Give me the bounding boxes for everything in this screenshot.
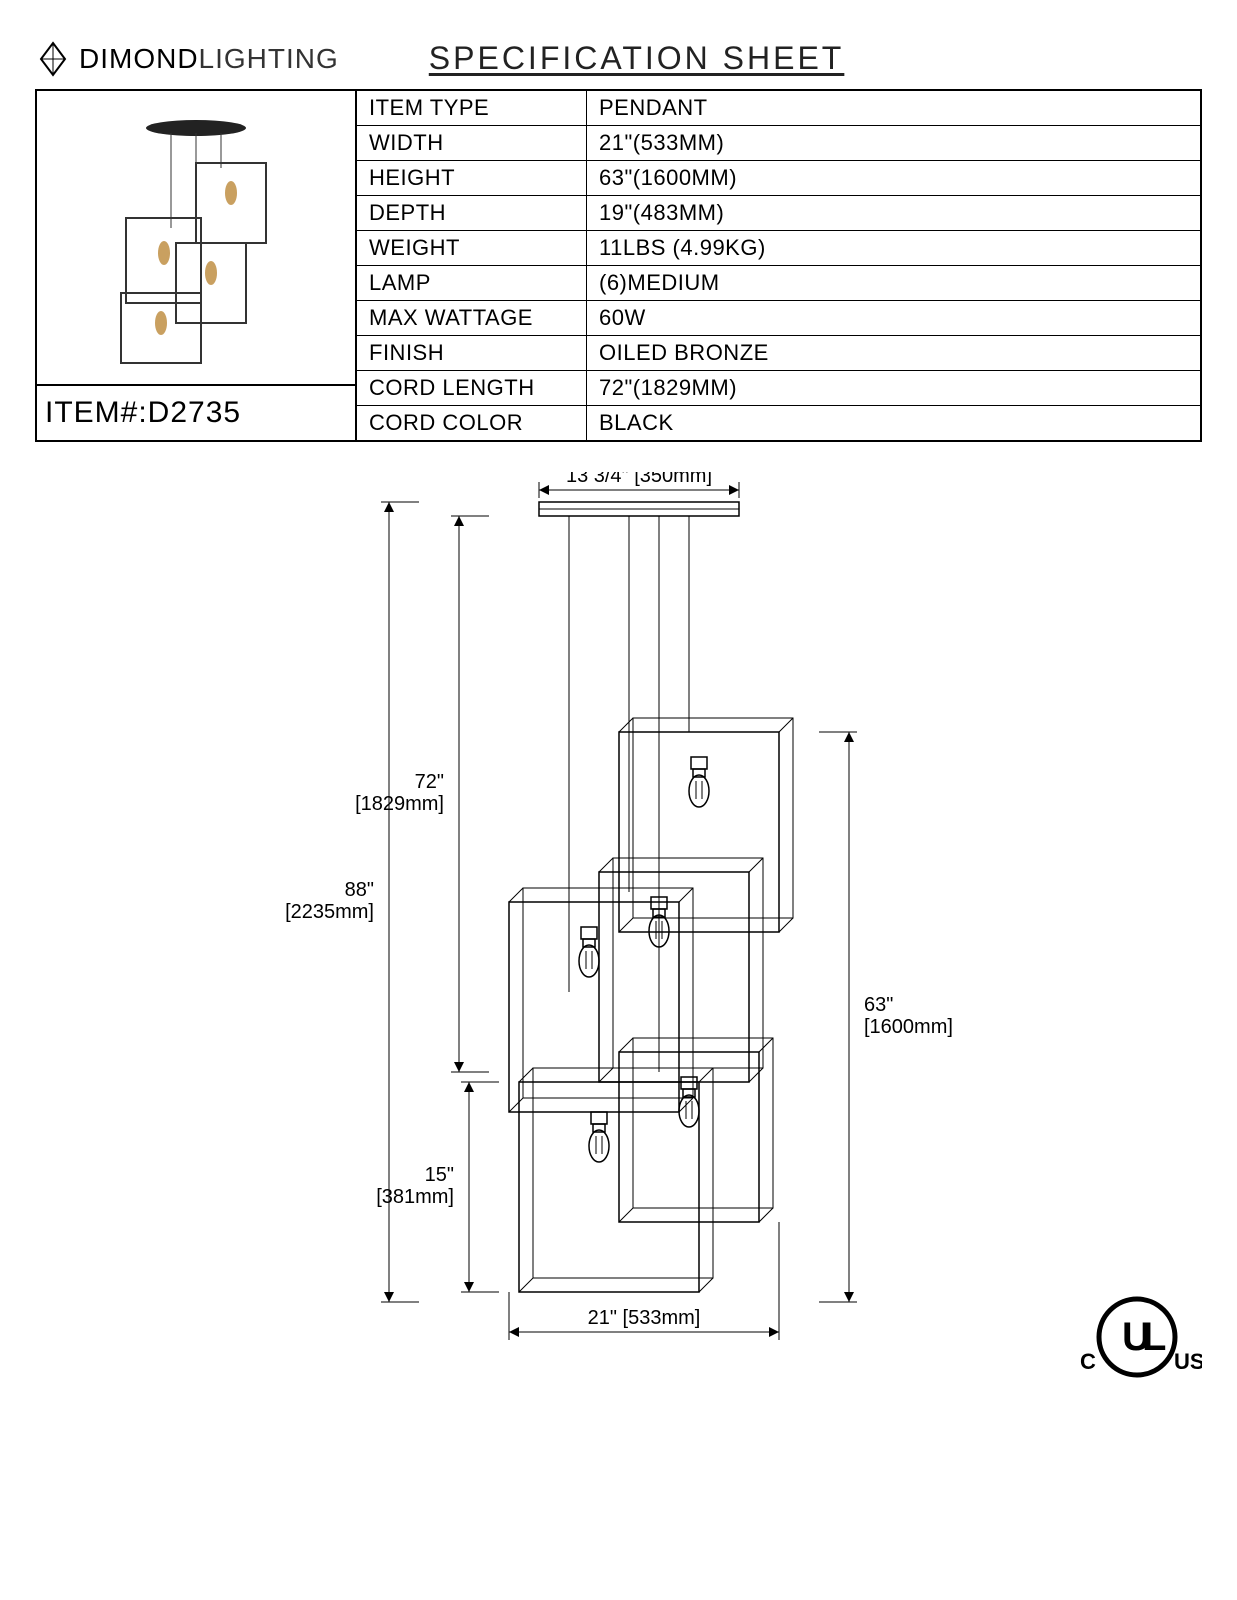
spec-value: OILED BRONZE (587, 336, 1200, 370)
technical-drawing: 88"[2235mm] 72"[1829mm] 63"[1600mm] 15"[381… (159, 472, 1079, 1392)
spec-label: CORD COLOR (357, 406, 587, 440)
spec-label: WEIGHT (357, 231, 587, 265)
spec-value: (6)MEDIUM (587, 266, 1200, 300)
sheet-title: SPECIFICATION SHEET (429, 40, 845, 77)
svg-text:72": 72" (414, 771, 443, 793)
diamond-icon (35, 41, 71, 77)
spec-label: CORD LENGTH (357, 371, 587, 405)
spec-label: WIDTH (357, 126, 587, 160)
svg-text:88": 88" (344, 879, 373, 901)
spec-value: 63"(1600MM) (587, 161, 1200, 195)
image-column: ITEM#:D2735 (37, 91, 357, 440)
item-number: ITEM#:D2735 (37, 386, 355, 440)
spec-value: 19"(483MM) (587, 196, 1200, 230)
svg-text:L: L (1142, 1315, 1166, 1359)
svg-text:21" [533mm]: 21" [533mm] (587, 1307, 700, 1329)
svg-text:[1829mm]: [1829mm] (355, 793, 444, 815)
spec-value: 11LBS (4.99KG) (587, 231, 1200, 265)
svg-text:[381mm]: [381mm] (376, 1186, 454, 1208)
spec-row: CORD LENGTH72"(1829MM) (357, 371, 1200, 406)
spec-label: ITEM TYPE (357, 91, 587, 125)
svg-text:[1600mm]: [1600mm] (864, 1016, 953, 1038)
spec-value: 21"(533MM) (587, 126, 1200, 160)
svg-text:63": 63" (864, 994, 893, 1016)
spec-value: PENDANT (587, 91, 1200, 125)
spec-row: DEPTH19"(483MM) (357, 196, 1200, 231)
brand-logo: DIMONDLIGHTING (35, 41, 339, 77)
svg-text:[2235mm]: [2235mm] (285, 901, 374, 923)
brand-first: DIMOND (79, 43, 199, 74)
brand-second: LIGHTING (199, 43, 339, 74)
spec-row: MAX WATTAGE60W (357, 301, 1200, 336)
spec-table: ITEM TYPEPENDANTWIDTH21"(533MM)HEIGHT63"… (357, 91, 1200, 440)
spec-value: 72"(1829MM) (587, 371, 1200, 405)
svg-text:13 3/4" [350mm]: 13 3/4" [350mm] (565, 472, 711, 487)
spec-panel: ITEM#:D2735 ITEM TYPEPENDANTWIDTH21"(533… (35, 89, 1202, 442)
spec-row: CORD COLORBLACK (357, 406, 1200, 440)
product-image (37, 91, 355, 386)
spec-value: 60W (587, 301, 1200, 335)
spec-label: FINISH (357, 336, 587, 370)
spec-label: HEIGHT (357, 161, 587, 195)
spec-row: WIDTH21"(533MM) (357, 126, 1200, 161)
spec-value: BLACK (587, 406, 1200, 440)
spec-row: HEIGHT63"(1600MM) (357, 161, 1200, 196)
spec-row: FINISHOILED BRONZE (357, 336, 1200, 371)
spec-row: WEIGHT11LBS (4.99KG) (357, 231, 1200, 266)
spec-row: LAMP(6)MEDIUM (357, 266, 1200, 301)
svg-text:C: C (1080, 1349, 1096, 1374)
svg-text:15": 15" (424, 1164, 453, 1186)
spec-label: LAMP (357, 266, 587, 300)
spec-label: MAX WATTAGE (357, 301, 587, 335)
svg-text:US: US (1174, 1349, 1202, 1374)
brand-text: DIMONDLIGHTING (79, 43, 339, 75)
diagram-area: 88"[2235mm] 72"[1829mm] 63"[1600mm] 15"[381… (35, 472, 1202, 1392)
spec-row: ITEM TYPEPENDANT (357, 91, 1200, 126)
spec-label: DEPTH (357, 196, 587, 230)
header: DIMONDLIGHTING SPECIFICATION SHEET (35, 40, 1202, 77)
ul-badge: U L C US (1072, 1287, 1202, 1392)
